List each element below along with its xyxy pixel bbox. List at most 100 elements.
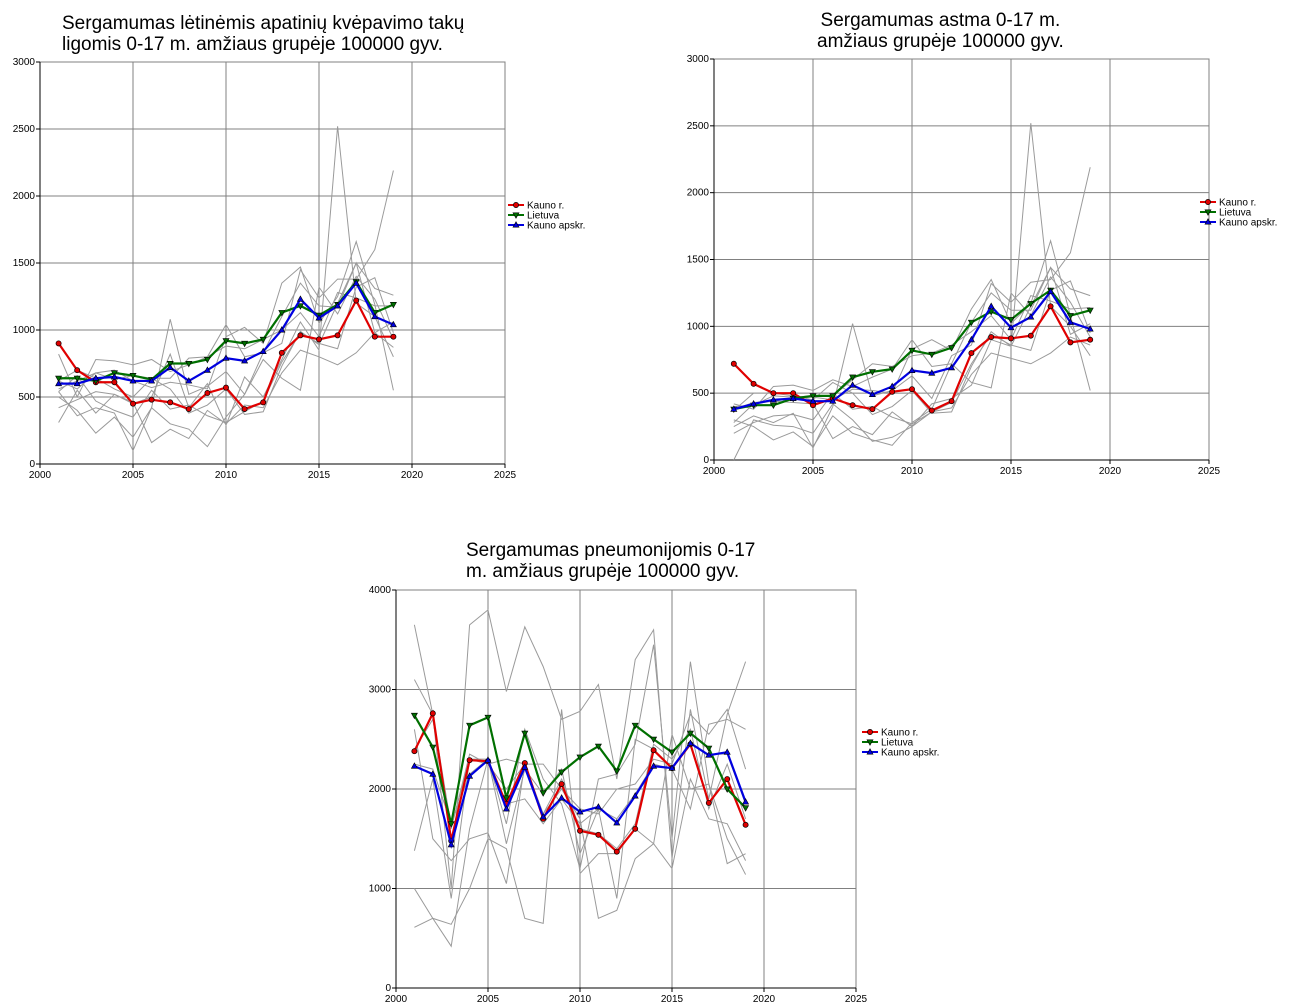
data-point [632,825,639,832]
data-point [968,350,975,357]
data-point [521,763,529,770]
data-point [650,736,658,744]
background-series-line [58,275,394,448]
data-point [185,406,192,413]
chart-asthma: Sergamumas astma 0-17 m. amžiaus grupėje… [645,0,1292,490]
data-point [705,799,712,806]
series-markers [55,279,397,387]
data-point [222,354,230,361]
data-point [429,770,437,777]
x-tick-label: 2025 [1198,466,1221,477]
data-point [770,390,777,397]
legend-label: Lietuva [1219,208,1252,219]
data-point [203,356,211,364]
data-point [849,381,857,388]
data-point [742,821,749,828]
data-point [390,333,397,340]
data-point [352,279,360,286]
x-tick-label: 2000 [29,470,52,481]
data-point [576,808,584,815]
data-point [928,369,936,376]
data-point [55,379,63,387]
data-point [1027,301,1035,308]
data-point [829,393,837,400]
legend-label: Kauno apskr. [881,748,939,759]
data-point [484,756,492,763]
background-series-line [733,266,1091,410]
legend-label: Lietuva [881,738,914,749]
data-point [888,366,896,373]
chart-title: Sergamumas astma 0-17 m. amžiaus grupėje… [817,10,1064,52]
y-tick-label: 2000 [687,188,710,199]
data-point [668,749,676,757]
x-tick-label: 2020 [401,470,424,481]
data-point [353,297,360,304]
data-point [148,377,156,384]
y-tick-label: 0 [29,459,35,470]
data-point [259,347,267,354]
data-point [167,399,174,406]
y-tick-label: 2000 [369,784,392,795]
data-point [1066,318,1074,325]
y-tick-label: 2000 [13,191,36,202]
data-point [466,772,474,779]
y-tick-label: 500 [692,388,709,399]
data-point [129,373,137,380]
data-point [334,302,342,309]
data-point [539,790,547,797]
data-point [730,360,737,367]
data-point [241,406,248,413]
y-tick-label: 3000 [369,685,392,696]
background-series-line [733,167,1091,450]
data-point [1066,313,1074,320]
legend-marker [866,739,874,746]
data-point [371,333,378,340]
series-markers [730,287,1094,412]
data-point [185,377,193,384]
background-series-line [58,277,394,424]
data-point [705,745,713,753]
series-markers [410,739,750,848]
data-point [73,379,81,387]
data-point [55,375,63,383]
data-point [297,332,304,339]
series-markers [730,303,1094,414]
data-point [278,326,286,333]
series-markers [410,712,750,828]
data-point [868,390,876,398]
y-tick-label: 1000 [13,325,36,336]
data-point [750,400,758,407]
data-point [577,827,583,834]
x-tick-label: 2015 [661,994,684,1005]
x-tick-label: 2025 [845,994,868,1005]
chart-title: Sergamumas lėtinėmis apatinių kvėpavimo … [62,13,465,55]
data-point [558,769,566,776]
data-point [928,351,936,359]
x-tick-label: 2010 [215,470,238,481]
data-point [888,382,896,389]
data-point [296,303,304,310]
data-point [948,345,956,352]
data-point [908,347,916,355]
y-tick-label: 0 [385,983,391,994]
data-point [987,302,995,309]
data-point [389,302,397,309]
data-point [1007,317,1015,324]
data-point [1067,339,1074,346]
data-point [889,388,896,395]
data-point [222,338,230,345]
data-point [204,390,211,396]
data-point [558,781,565,787]
y-tick-label: 1000 [687,321,710,332]
y-tick-label: 3000 [687,54,710,65]
background-series-line [733,280,1091,434]
chart-title: Sergamumas pneumonijomis 0-17 m. amžiaus… [466,540,756,582]
chart-copd: Sergamumas lėtinėmis apatinių kvėpavimo … [0,0,640,490]
data-point [558,794,566,801]
data-point [742,798,750,805]
x-tick-label: 2005 [122,470,145,481]
background-series-line [58,170,394,452]
